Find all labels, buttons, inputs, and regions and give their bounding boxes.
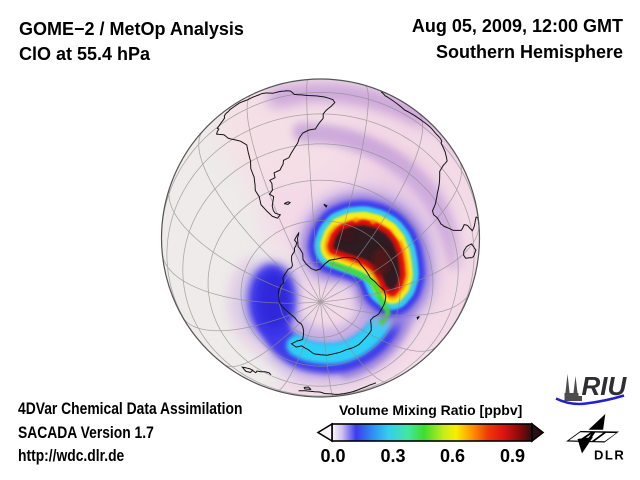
svg-text:DLR: DLR [594, 448, 625, 463]
